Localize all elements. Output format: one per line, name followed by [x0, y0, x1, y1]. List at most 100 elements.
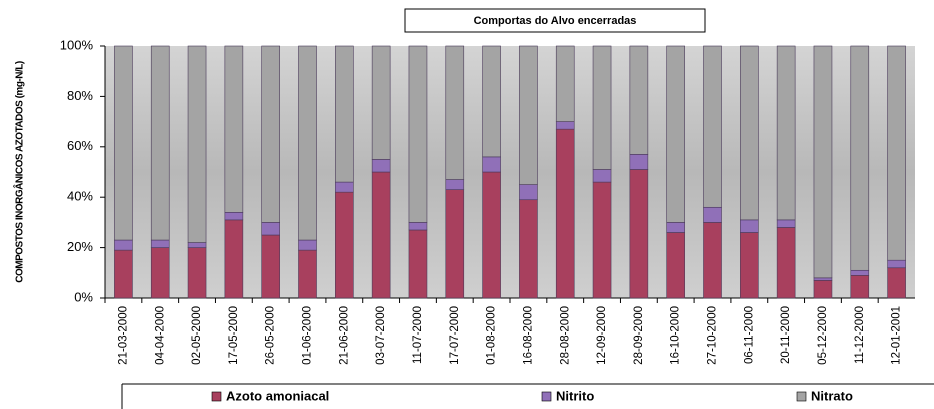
- x-tick-label: 01-08-2000: [486, 306, 498, 365]
- bar-segment: [335, 45, 354, 183]
- bar-segment: [261, 45, 280, 223]
- bar-segment: [740, 232, 759, 299]
- bar-segment: [445, 45, 465, 180]
- bar-segment: [850, 275, 870, 299]
- y-tick-label: 100%: [60, 37, 94, 52]
- bar-segment: [592, 181, 612, 299]
- bar-segment: [555, 128, 575, 299]
- bar-segment: [408, 222, 428, 231]
- bar-segment: [813, 280, 833, 299]
- bar-segment: [114, 239, 133, 251]
- bar-segment: [224, 212, 244, 221]
- bar-segment: [150, 247, 170, 299]
- x-tick-label: 01-06-2000: [302, 306, 314, 365]
- x-tick-label: 21-06-2000: [338, 306, 350, 365]
- bar-segment: [629, 45, 649, 155]
- bar-segment: [776, 219, 796, 228]
- x-tick-label: 26-05-2000: [265, 306, 277, 365]
- x-tick-label: 17-07-2000: [449, 306, 461, 365]
- legend-swatch: [211, 391, 222, 402]
- x-tick-label: 11-12-2000: [854, 306, 866, 364]
- legend-swatch: [541, 391, 552, 402]
- y-tick-label: 20%: [67, 239, 93, 254]
- bar-segment: [408, 45, 428, 223]
- legend-label: Nitrito: [556, 388, 594, 403]
- x-tick-label: 02-05-2000: [191, 306, 203, 365]
- bar-segment: [519, 184, 538, 201]
- x-tick-label: 03-07-2000: [375, 306, 387, 365]
- bar-segment: [224, 219, 244, 299]
- bar-segment: [371, 171, 391, 299]
- bar-segment: [519, 45, 538, 185]
- x-tick-label: 28-09-2000: [633, 306, 645, 365]
- x-tick-label: 04-04-2000: [154, 306, 166, 365]
- bar-segment: [298, 45, 317, 241]
- bar-segment: [629, 154, 649, 170]
- bar-segment: [887, 45, 906, 261]
- bar-segment: [187, 45, 207, 243]
- bar-segment: [261, 222, 280, 236]
- bar-segment: [592, 45, 612, 170]
- bar-segment: [482, 171, 501, 299]
- bar-segment: [850, 269, 870, 276]
- y-tick-label: 0%: [74, 289, 93, 304]
- bar-segment: [335, 181, 354, 193]
- bar-segment: [371, 45, 391, 160]
- y-tick-label: 40%: [67, 189, 93, 204]
- x-tick-label: 16-10-2000: [670, 306, 682, 365]
- x-tick-label: 11-07-2000: [412, 306, 424, 364]
- bar-segment: [187, 242, 207, 248]
- x-tick-label: 28-08-2000: [559, 306, 571, 365]
- bar-segment: [555, 45, 575, 122]
- x-tick-label: 21-03-2000: [117, 306, 129, 365]
- bar-segment: [261, 234, 280, 299]
- x-tick-label: 12-01-2001: [891, 306, 903, 365]
- bar-segment: [666, 222, 685, 233]
- x-tick-label: 17-05-2000: [228, 306, 240, 365]
- bar-segment: [813, 277, 833, 281]
- bar-segment: [445, 179, 465, 190]
- x-tick-label: 16-08-2000: [522, 306, 534, 365]
- bar-segment: [298, 239, 317, 251]
- x-tick-label: 05-12-2000: [817, 306, 829, 365]
- x-tick-label: 12-09-2000: [596, 306, 608, 365]
- bar-segment: [482, 45, 501, 158]
- bar-segment: [703, 222, 722, 299]
- title-box: [404, 8, 706, 33]
- bar-segment: [371, 159, 391, 173]
- bar-segment: [813, 45, 833, 279]
- bar-segment: [445, 189, 465, 299]
- legend-swatch: [796, 391, 807, 402]
- bar-segment: [150, 239, 170, 248]
- chart-title: Comportas do Alvo encerradas: [474, 15, 637, 27]
- x-tick-label: 20-11-2000: [780, 306, 792, 364]
- bar-segment: [887, 267, 906, 299]
- bar-segment: [298, 249, 317, 299]
- legend-label: Azoto amoniacal: [226, 388, 329, 403]
- bar-segment: [776, 45, 796, 221]
- bar-segment: [740, 219, 759, 233]
- bar-segment: [850, 45, 870, 271]
- y-axis-label: COMPOSTOS INORGÂNICOS AZOTADOS (mg-N/L): [13, 61, 26, 283]
- bar-segment: [666, 232, 685, 299]
- x-tick-label: 27-10-2000: [707, 306, 719, 365]
- x-tick-label: 06-11-2000: [743, 306, 755, 364]
- bar-segment: [629, 169, 649, 299]
- bar-segment: [519, 199, 538, 299]
- bar-segment: [408, 229, 428, 299]
- y-tick-label: 60%: [67, 138, 93, 153]
- bar-segment: [150, 45, 170, 241]
- bar-segment: [703, 206, 722, 223]
- bar-segment: [482, 156, 501, 173]
- bar-segment: [666, 45, 685, 223]
- bar-segment: [887, 259, 906, 269]
- bar-segment: [187, 247, 207, 299]
- bar-segment: [114, 45, 133, 241]
- bar-segment: [740, 45, 759, 221]
- y-tick-label: 80%: [67, 88, 93, 103]
- bar-segment: [224, 45, 244, 213]
- bar-segment: [592, 169, 612, 183]
- bar-segment: [114, 249, 133, 299]
- legend-label: Nitrato: [811, 388, 853, 403]
